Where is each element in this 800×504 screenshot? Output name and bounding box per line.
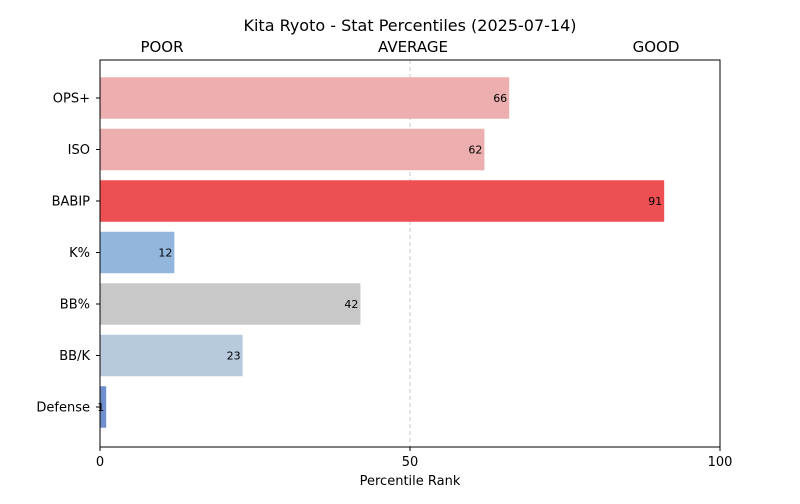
bar-value-label-iso: 62 — [468, 144, 482, 157]
bar-value-label-k: 12 — [158, 247, 172, 260]
bar-defense — [100, 386, 107, 428]
y-tick-label-iso: ISO — [68, 143, 90, 158]
bar-bb-k — [100, 334, 243, 377]
y-tick-label-defense: Defense — [36, 401, 90, 416]
bar-value-labels: 66 62 91 12 42 23 1 — [97, 92, 662, 414]
x-tick-label-0: 0 — [96, 455, 104, 470]
zone-label-poor: POOR — [140, 38, 183, 56]
x-axis-title: Percentile Rank — [360, 474, 461, 489]
bar-bb — [100, 283, 361, 325]
x-tick-label-100: 100 — [708, 455, 733, 470]
bar-k — [100, 231, 175, 274]
bar-value-label-babip: 91 — [648, 195, 662, 208]
bar-ops — [100, 77, 510, 119]
y-tick-label-bb-k: BB/K — [59, 349, 90, 364]
x-axis: 0 50 100 — [96, 447, 733, 470]
zone-label-average: AVERAGE — [378, 38, 448, 56]
chart-title: Kita Ryoto - Stat Percentiles (2025-07-1… — [243, 16, 576, 35]
bar-iso — [100, 128, 485, 171]
y-tick-label-k: K% — [69, 246, 90, 261]
bar-value-label-defense: 1 — [97, 401, 104, 414]
bar-value-label-bb: 42 — [344, 298, 358, 311]
bars-group — [100, 77, 665, 428]
plot-area-frame — [99, 59, 721, 448]
bar-value-label-ops: 66 — [493, 92, 507, 105]
x-tick-label-50: 50 — [402, 455, 419, 470]
bar-babip — [100, 180, 665, 222]
y-axis: OPS+ ISO BABIP K% BB% BB/K Defense — [36, 92, 100, 416]
zone-labels: POOR AVERAGE GOOD — [140, 38, 679, 56]
y-tick-label-babip: BABIP — [52, 195, 91, 210]
bar-value-label-bb-k: 23 — [227, 350, 241, 363]
y-tick-label-ops: OPS+ — [53, 92, 90, 107]
zone-label-good: GOOD — [633, 38, 680, 56]
y-tick-label-bb: BB% — [60, 298, 90, 313]
